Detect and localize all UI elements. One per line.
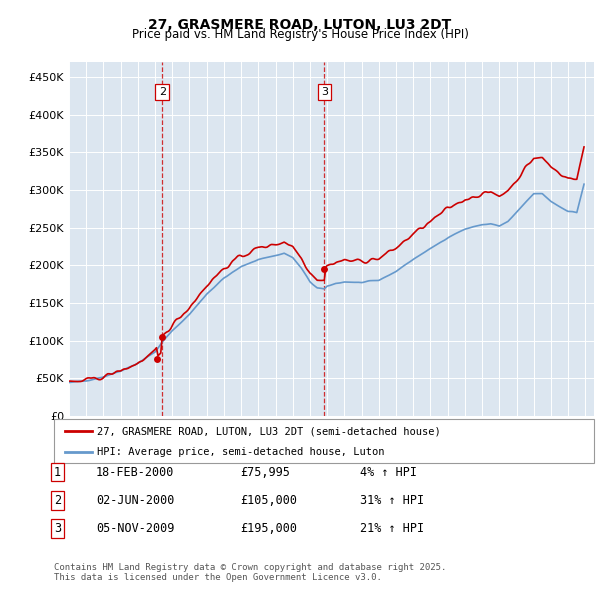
Text: Price paid vs. HM Land Registry's House Price Index (HPI): Price paid vs. HM Land Registry's House … xyxy=(131,28,469,41)
Text: 02-JUN-2000: 02-JUN-2000 xyxy=(96,494,175,507)
Text: 27, GRASMERE ROAD, LUTON, LU3 2DT (semi-detached house): 27, GRASMERE ROAD, LUTON, LU3 2DT (semi-… xyxy=(97,427,441,436)
Text: 27, GRASMERE ROAD, LUTON, LU3 2DT: 27, GRASMERE ROAD, LUTON, LU3 2DT xyxy=(148,18,452,32)
Text: 2: 2 xyxy=(54,494,61,507)
FancyBboxPatch shape xyxy=(54,419,594,463)
Text: 31% ↑ HPI: 31% ↑ HPI xyxy=(360,494,424,507)
Text: 2: 2 xyxy=(159,87,166,97)
Text: Contains HM Land Registry data © Crown copyright and database right 2025.
This d: Contains HM Land Registry data © Crown c… xyxy=(54,563,446,582)
Text: £195,000: £195,000 xyxy=(240,522,297,535)
Text: 4% ↑ HPI: 4% ↑ HPI xyxy=(360,466,417,478)
Text: 21% ↑ HPI: 21% ↑ HPI xyxy=(360,522,424,535)
Text: £105,000: £105,000 xyxy=(240,494,297,507)
Text: 18-FEB-2000: 18-FEB-2000 xyxy=(96,466,175,478)
Text: HPI: Average price, semi-detached house, Luton: HPI: Average price, semi-detached house,… xyxy=(97,447,385,457)
Text: 05-NOV-2009: 05-NOV-2009 xyxy=(96,522,175,535)
Text: 3: 3 xyxy=(54,522,61,535)
Text: 3: 3 xyxy=(321,87,328,97)
Text: 1: 1 xyxy=(54,466,61,478)
Text: £75,995: £75,995 xyxy=(240,466,290,478)
